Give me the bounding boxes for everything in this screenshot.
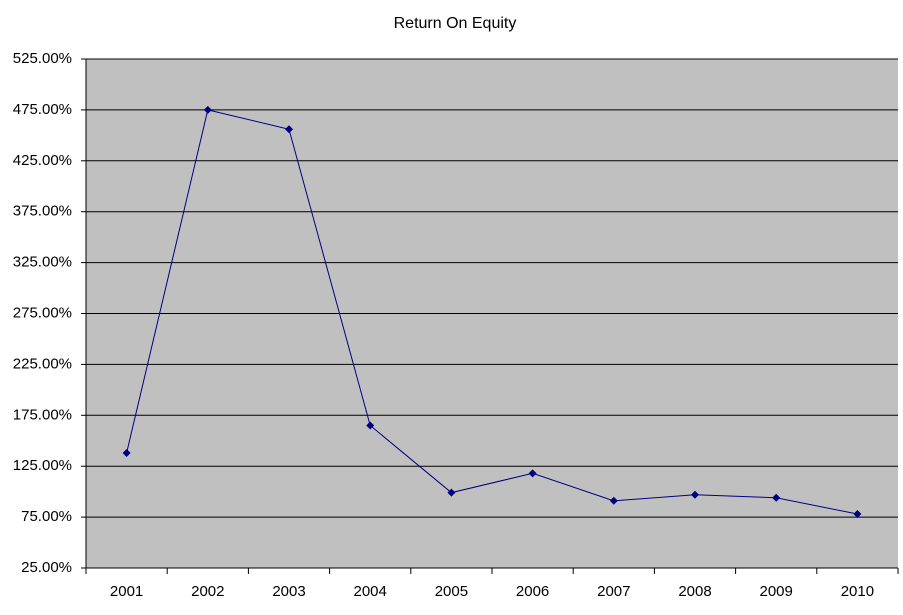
y-tick-label: 25.00% bbox=[21, 559, 72, 576]
x-tick-label: 2001 bbox=[110, 583, 143, 600]
y-tick-label: 425.00% bbox=[13, 152, 72, 169]
chart-title: Return On Equity bbox=[394, 15, 517, 32]
marker bbox=[447, 488, 456, 497]
y-tick-label: 525.00% bbox=[13, 50, 72, 67]
marker bbox=[366, 421, 375, 430]
x-tick-label: 2009 bbox=[760, 583, 793, 600]
x-tick-label: 2005 bbox=[435, 583, 468, 600]
y-tick-label: 75.00% bbox=[21, 508, 72, 525]
x-tick-label: 2010 bbox=[841, 583, 874, 600]
y-tick-label: 125.00% bbox=[13, 457, 72, 474]
marker bbox=[122, 448, 131, 457]
y-tick-label: 325.00% bbox=[13, 254, 72, 271]
x-tick-label: 2007 bbox=[597, 583, 630, 600]
x-tick-label: 2004 bbox=[354, 583, 387, 600]
marker bbox=[609, 496, 618, 505]
y-tick-label: 275.00% bbox=[13, 304, 72, 321]
y-tick-label: 175.00% bbox=[13, 406, 72, 423]
y-tick-label: 475.00% bbox=[13, 101, 72, 118]
marker bbox=[203, 105, 212, 114]
x-tick-label: 2002 bbox=[191, 583, 224, 600]
x-tick-label: 2008 bbox=[678, 583, 711, 600]
marker bbox=[772, 493, 781, 502]
marker bbox=[853, 510, 862, 519]
y-tick-label: 225.00% bbox=[13, 355, 72, 372]
marker bbox=[528, 469, 537, 478]
x-tick-label: 2003 bbox=[272, 583, 305, 600]
x-tick-label: 2006 bbox=[516, 583, 549, 600]
y-tick-label: 375.00% bbox=[13, 203, 72, 220]
marker bbox=[285, 125, 293, 134]
marker bbox=[691, 490, 699, 499]
line bbox=[126, 109, 858, 515]
